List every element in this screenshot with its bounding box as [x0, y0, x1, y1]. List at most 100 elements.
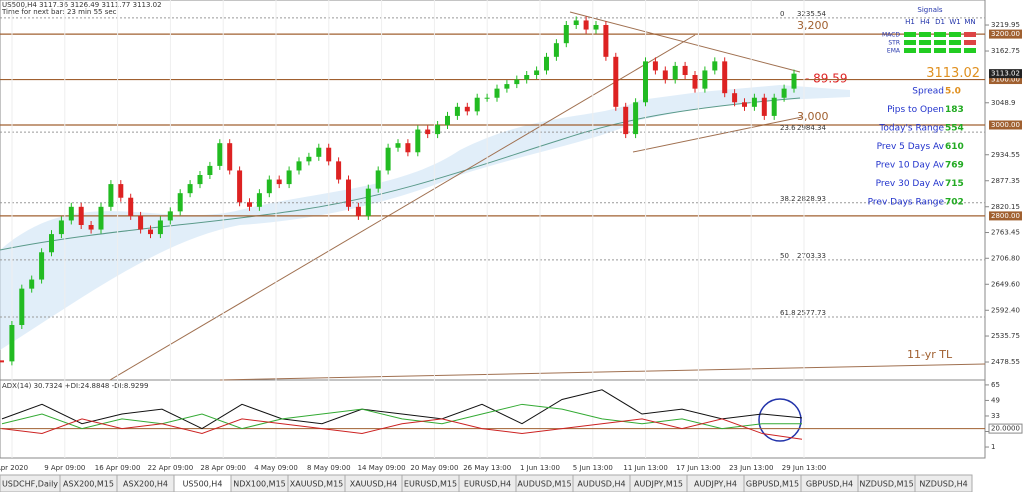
candle: [791, 73, 797, 89]
candle: [286, 170, 292, 185]
tab[interactable]: AUDUSD,M15: [515, 474, 574, 492]
fib-value: 2984.34: [797, 124, 826, 132]
fib-value: 2828.93: [797, 195, 826, 203]
signal-cell: [949, 32, 961, 37]
adx-title: ADX(14) 30.7324 +DI:24.8848 -DI:8.9299: [2, 382, 148, 390]
candle: [771, 97, 777, 116]
tab-label[interactable]: AUDUSD,H4: [577, 480, 625, 489]
signal-cell: [964, 40, 976, 45]
candle: [534, 70, 540, 75]
tab-label[interactable]: GBPUSD,H4: [806, 480, 853, 489]
tab-label[interactable]: US500,H4: [183, 480, 223, 489]
x-tick-label: 1 Jun 13:00: [520, 464, 560, 472]
candle: [157, 220, 163, 235]
highlight-circle: [758, 398, 802, 442]
adx-line: [1, 389, 803, 430]
fib-ratio: 38.2: [780, 195, 796, 203]
tab-label[interactable]: EURUSD,M15: [404, 480, 457, 489]
signal-column: D1: [935, 18, 945, 26]
candle: [445, 115, 450, 125]
trend-line: [632, 116, 803, 153]
candle: [761, 97, 767, 116]
candle: [593, 25, 599, 30]
fib-ratio: 23.6: [780, 124, 796, 132]
info-label: Prev 5 Days Av: [877, 142, 945, 152]
tab-box[interactable]: [914, 474, 973, 492]
fib-value: 2703.33: [797, 252, 826, 260]
tab[interactable]: ASX200,M15: [59, 474, 118, 492]
tab-label[interactable]: ASX200,H4: [123, 480, 168, 489]
tab[interactable]: USDCHF,Daily: [0, 474, 61, 492]
info-value: 702: [945, 198, 964, 208]
candle: [346, 179, 351, 207]
candle: [722, 61, 728, 94]
x-tick-label: 16 Apr 09:00: [95, 464, 141, 472]
tab[interactable]: NDX100,M15: [230, 474, 289, 492]
candle: [553, 43, 559, 57]
candle: [633, 102, 639, 135]
tab[interactable]: EURUSD,M15: [401, 474, 460, 492]
tab[interactable]: AUDJPY,H4: [686, 474, 745, 492]
chart-title: US500,H4 3117.36 3126.49 3111.77 3113.02: [2, 1, 162, 9]
candle: [484, 97, 490, 99]
tab[interactable]: AUDJPY,M15: [629, 474, 688, 492]
candle: [197, 175, 203, 185]
candle: [68, 206, 74, 221]
x-tick-label: 22 Apr 09:00: [148, 464, 194, 472]
tab[interactable]: EURUSD,H4: [458, 474, 517, 492]
candle: [9, 325, 15, 362]
tab-label[interactable]: AUDJPY,H4: [694, 480, 737, 489]
candle: [405, 143, 411, 153]
candle: [712, 61, 718, 71]
candle: [118, 184, 124, 198]
signal-column: H1: [905, 18, 915, 26]
tab-label[interactable]: XAUUSD,H4: [350, 480, 398, 489]
tab-label[interactable]: NDX100,M15: [233, 480, 286, 489]
candle: [98, 206, 104, 230]
candle: [732, 93, 738, 103]
annotation: - 89.59: [805, 72, 848, 86]
tab-label[interactable]: USDCHF,Daily: [2, 480, 58, 489]
x-tick-label: 8 May 09:00: [307, 464, 351, 472]
tab-label[interactable]: GBPUSD,M15: [746, 480, 799, 489]
signal-cell: [904, 32, 916, 37]
fib-ratio: 0: [780, 10, 784, 18]
tab[interactable]: NZDUSD,H4: [914, 474, 973, 492]
candle: [217, 143, 223, 166]
tab[interactable]: NZDUSD,M15: [857, 474, 916, 492]
candle: [474, 97, 480, 112]
candle: [751, 97, 757, 107]
tab-label[interactable]: EURUSD,H4: [464, 480, 511, 489]
level-tag: [989, 29, 1022, 39]
tab-label[interactable]: XAUUSD,M15: [290, 480, 344, 489]
tab[interactable]: XAUUSD,M15: [287, 474, 346, 492]
candle: [742, 102, 747, 107]
tab[interactable]: GBPUSD,H4: [800, 474, 859, 492]
candle: [237, 170, 243, 203]
adx-line: [1, 403, 802, 430]
tab[interactable]: AUDUSD,H4: [572, 474, 631, 492]
tab-label[interactable]: AUDUSD,M15: [517, 480, 571, 489]
x-tick-label: 11 Jun 13:00: [623, 464, 667, 472]
signal-cell: [919, 32, 931, 37]
tab-label[interactable]: ASX200,M15: [63, 480, 114, 489]
candle: [78, 206, 84, 225]
candle: [0, 360, 4, 363]
tab-label[interactable]: AUDJPY,M15: [634, 480, 683, 489]
signal-column: H4: [920, 18, 930, 26]
candle: [623, 106, 629, 135]
candle: [276, 179, 282, 185]
fib-ratio: 61.8: [780, 309, 796, 317]
tab-label[interactable]: NZDUSD,M15: [859, 480, 913, 489]
y-tick-label: 2592.40: [991, 306, 1020, 314]
signal-cell: [934, 48, 946, 53]
info-label: Prev 10 Day Av: [876, 161, 945, 171]
tab[interactable]: XAUUSD,H4: [344, 474, 403, 492]
tab[interactable]: GBPUSD,M15: [743, 474, 802, 492]
signal-cell: [919, 48, 931, 53]
tab-label[interactable]: NZDUSD,H4: [919, 480, 967, 489]
tab[interactable]: US500,H4: [173, 474, 232, 492]
tab[interactable]: ASX200,H4: [116, 474, 175, 492]
